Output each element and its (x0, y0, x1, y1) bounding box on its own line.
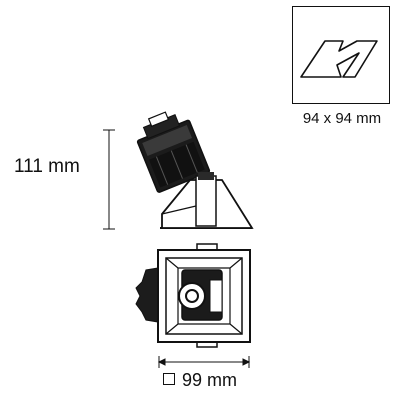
height-dimension-line (103, 129, 115, 230)
fixture-front-view (135, 243, 251, 348)
width-dimension-line (157, 356, 251, 368)
cutout-icon-box (292, 6, 390, 104)
square-icon (163, 373, 175, 385)
height-dimension-label: 111 mm (14, 156, 80, 177)
cutout-dimension-label: 94 x 94 mm (302, 110, 382, 127)
width-dimension-label: 99 mm (182, 370, 238, 390)
cutout-shape-icon (300, 40, 378, 78)
fixture-side-view (136, 111, 254, 229)
